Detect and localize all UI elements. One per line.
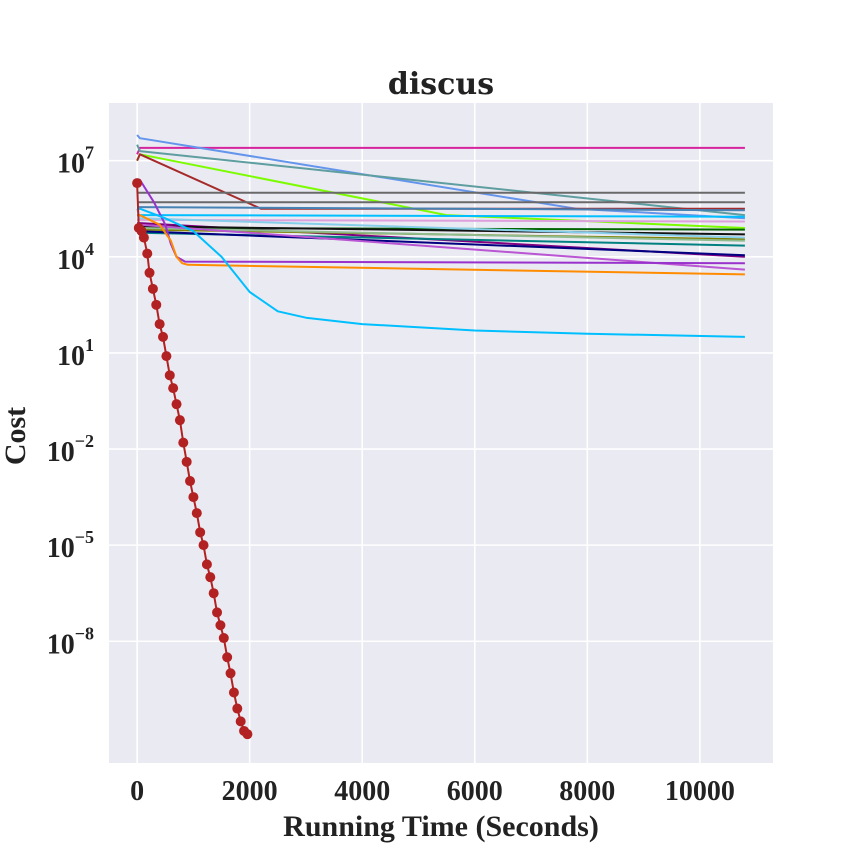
- marker-point: [154, 319, 165, 330]
- marker-point: [161, 351, 172, 362]
- marker-point: [195, 527, 206, 538]
- y-tick-labels: 107 104 101 10−2 10−5 10−8: [47, 143, 94, 661]
- marker-point: [242, 729, 253, 740]
- marker-point: [208, 588, 219, 599]
- x-tick-label: 2000: [222, 776, 278, 807]
- x-tick-label: 6000: [447, 776, 503, 807]
- marker-point: [142, 248, 153, 259]
- y-tick-label: 104: [57, 239, 94, 276]
- marker-point: [158, 331, 169, 342]
- marker-point: [225, 668, 236, 679]
- marker-layer: [132, 178, 253, 740]
- x-tick-labels: 0 2000 4000 6000 8000 10000: [130, 776, 735, 807]
- y-tick-label: 10−5: [47, 527, 94, 564]
- marker-point: [168, 383, 179, 394]
- marker-point: [232, 703, 243, 714]
- marker-point: [205, 572, 216, 583]
- marker-point: [218, 633, 229, 644]
- marker-point: [164, 370, 175, 381]
- x-axis-label: Running Time (Seconds): [283, 810, 599, 843]
- marker-point: [212, 607, 223, 618]
- x-tick-label: 4000: [334, 776, 390, 807]
- series-line-deepskyblue: [137, 207, 745, 338]
- marker-point: [235, 716, 246, 727]
- chart-title: discus: [388, 67, 494, 102]
- y-tick-label: 107: [57, 143, 94, 180]
- marker-point: [181, 456, 192, 467]
- marker-point: [191, 508, 202, 519]
- x-tick-label: 10000: [665, 776, 735, 807]
- series-line-darkorchid: [137, 178, 745, 265]
- y-axis-label: Cost: [0, 407, 32, 465]
- marker-point: [132, 178, 143, 189]
- y-tick-label: 10−2: [47, 431, 94, 468]
- marker-point: [198, 540, 209, 551]
- x-tick-label: 0: [130, 776, 144, 807]
- marker-point: [201, 559, 212, 570]
- y-tick-label: 10−8: [47, 623, 94, 660]
- marker-point: [147, 283, 158, 294]
- marker-point: [178, 437, 189, 448]
- marker-point: [188, 492, 199, 503]
- y-tick-label: 101: [57, 335, 94, 372]
- grid: [109, 103, 773, 763]
- marker-point: [228, 687, 239, 698]
- marker-point: [215, 620, 226, 631]
- marker-point: [151, 299, 162, 310]
- marker-point: [171, 399, 182, 410]
- marker-point: [222, 652, 233, 663]
- marker-point: [185, 476, 196, 487]
- marker-point: [138, 232, 149, 243]
- series-line-orange: [137, 214, 745, 276]
- marker-point: [144, 267, 155, 278]
- series-line-magenta: [136, 146, 745, 155]
- x-tick-label: 8000: [559, 776, 615, 807]
- marker-point: [174, 415, 185, 426]
- series-line-cadetblue: [136, 144, 746, 217]
